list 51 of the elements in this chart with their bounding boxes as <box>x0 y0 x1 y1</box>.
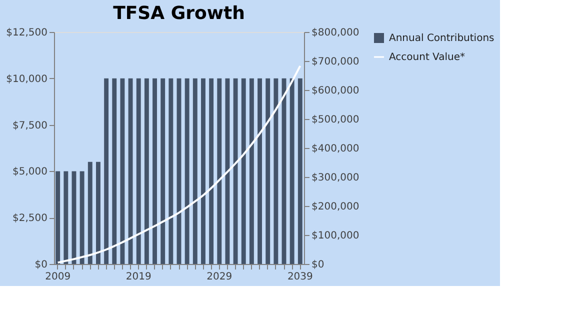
bar <box>120 78 125 264</box>
bar <box>128 78 133 264</box>
y-tick-label: $5,000 <box>12 166 48 178</box>
y-tick-label: $0 <box>34 260 48 270</box>
bar <box>96 162 100 264</box>
legend-label: Account Value* <box>389 52 466 63</box>
y-tick-label: $2,500 <box>12 213 48 224</box>
bar <box>168 78 174 264</box>
bar <box>104 78 109 264</box>
bar <box>266 78 270 264</box>
y2-tick-label: $500,000 <box>312 114 360 126</box>
bar <box>290 78 294 264</box>
bar <box>88 162 92 264</box>
y2-tick-label: $600,000 <box>312 86 360 96</box>
bar <box>136 78 141 264</box>
bar <box>241 78 246 264</box>
y2-tick-label: $300,000 <box>312 172 360 184</box>
bar <box>249 78 254 264</box>
y2-tick-label: $400,000 <box>312 144 360 154</box>
x-tick-label: 2009 <box>45 272 71 282</box>
bar <box>160 78 166 264</box>
bar <box>192 78 198 264</box>
bar <box>225 78 230 264</box>
x-tick-label: 2039 <box>287 272 313 282</box>
y2-tick-label: $800,000 <box>312 28 360 38</box>
bar <box>298 78 302 264</box>
y-tick-label: $12,500 <box>6 28 48 38</box>
y2-tick-label: $100,000 <box>312 230 360 242</box>
line-series <box>56 64 302 264</box>
bar <box>258 78 262 264</box>
bar <box>112 78 117 264</box>
x-tick-label: 2019 <box>126 272 152 282</box>
chart-title: TFSA Growth <box>113 3 245 24</box>
bar <box>184 78 190 264</box>
y2-tick-label: $0 <box>312 260 324 270</box>
legend-label: Annual Contributions <box>389 33 494 44</box>
bar <box>217 78 222 264</box>
bar <box>274 78 278 264</box>
bar <box>80 171 84 264</box>
bar <box>201 78 206 264</box>
bar <box>152 78 157 264</box>
y2-tick-label: $700,000 <box>312 56 360 68</box>
y2-tick-label: $200,000 <box>312 202 360 212</box>
y-tick-label: $7,500 <box>12 120 48 132</box>
bar <box>56 171 60 264</box>
bar <box>144 78 149 264</box>
x-tick-label: 2029 <box>206 272 232 282</box>
bar <box>64 171 68 264</box>
bar <box>209 78 214 264</box>
y-tick-label: $10,000 <box>6 74 48 85</box>
bar <box>233 78 238 264</box>
